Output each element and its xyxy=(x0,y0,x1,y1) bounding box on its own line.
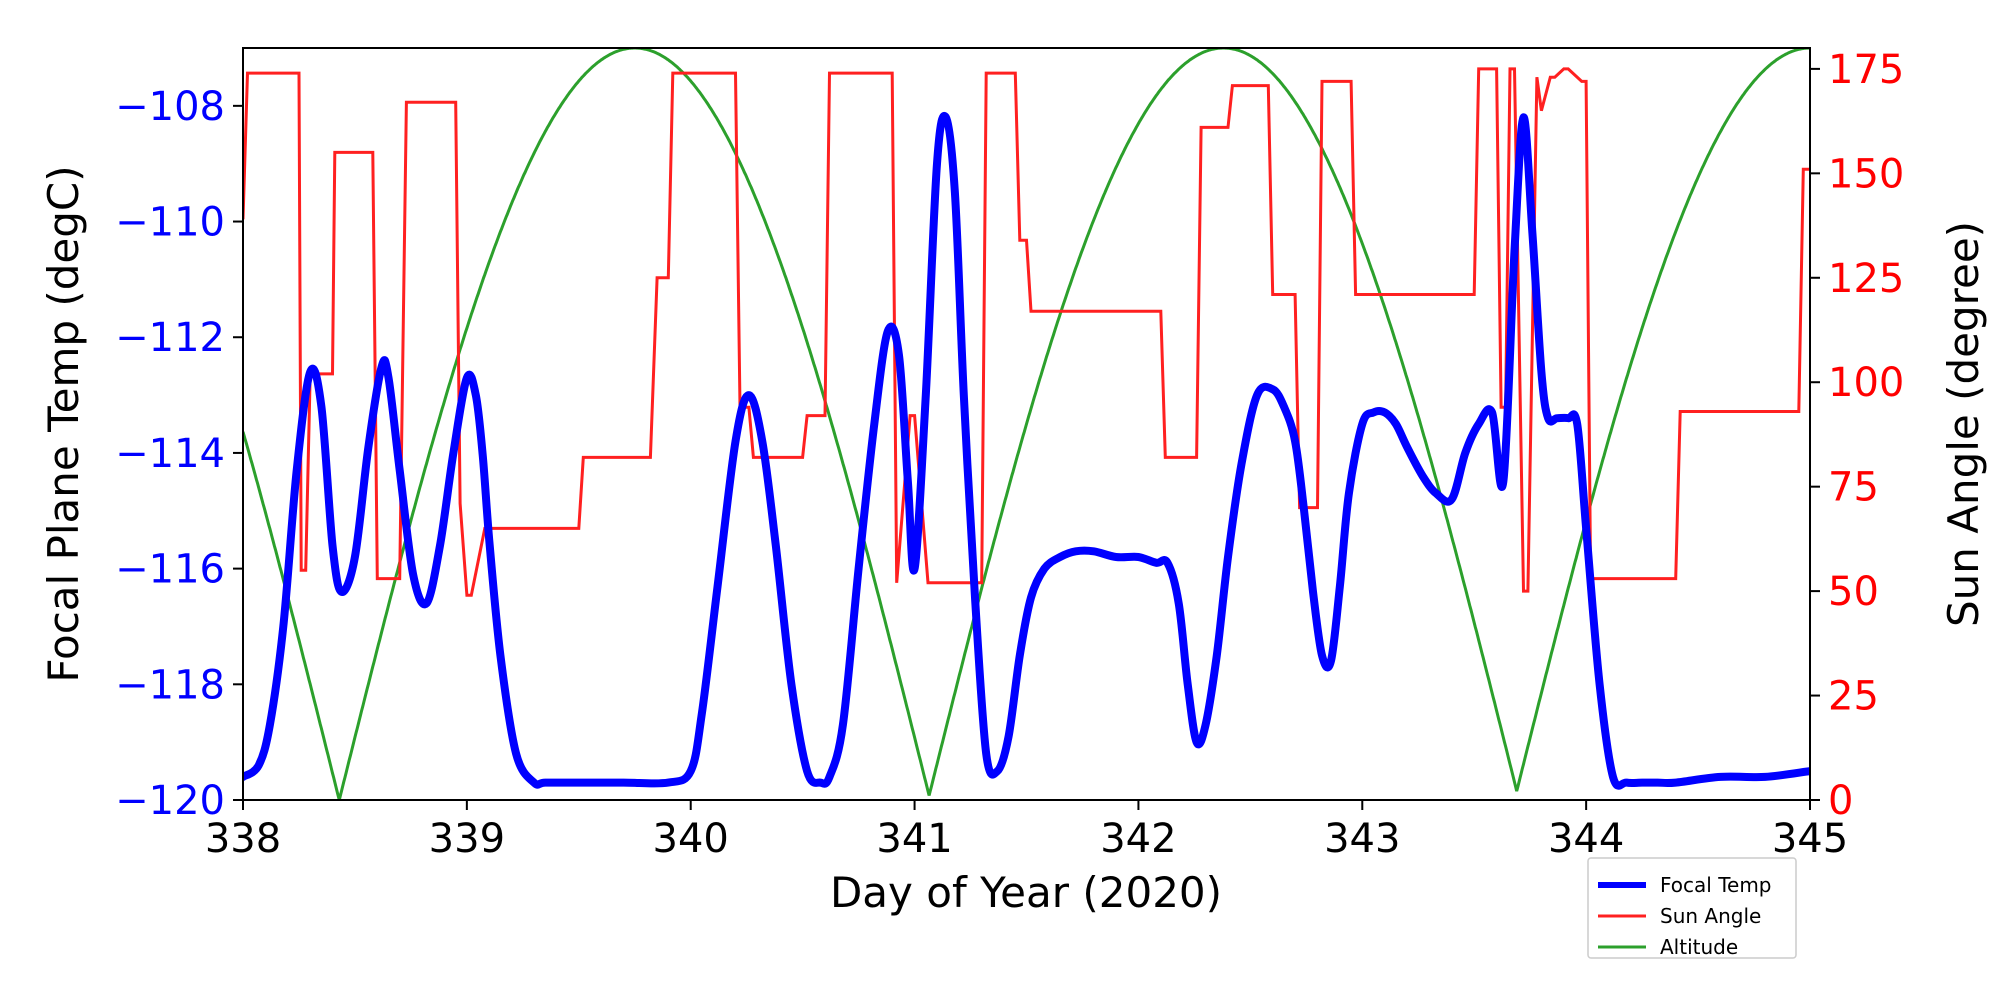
series-sun-angle-line xyxy=(243,67,1810,597)
legend: Focal Temp Sun Angle Altitude xyxy=(1587,857,1797,959)
y-left-tick-label: −112 xyxy=(115,315,225,361)
y-axis-left-title: Focal Plane Temp (degC) xyxy=(39,165,88,682)
y-right-tick-label: 125 xyxy=(1828,256,1904,302)
legend-sun-angle-label: Sun Angle xyxy=(1660,904,1761,928)
x-tick-label: 341 xyxy=(876,816,952,862)
y-left-tick-label: −114 xyxy=(115,431,225,477)
x-axis: 338 339 340 341 342 343 344 345 xyxy=(205,800,1848,862)
x-tick-label: 338 xyxy=(205,816,281,862)
x-tick-label: 343 xyxy=(1324,816,1400,862)
y-right-tick-label: 25 xyxy=(1828,674,1879,720)
plot-frame xyxy=(242,47,1811,801)
x-tick-label: 344 xyxy=(1548,816,1624,862)
y-right-tick-label: 0 xyxy=(1828,778,1853,824)
y-left-tick-label: −108 xyxy=(115,84,225,130)
y-left-tick-label: −120 xyxy=(115,778,225,824)
y-axis-left: −120 −118 −116 −114 −112 −110 −108 xyxy=(115,84,243,824)
series-layer xyxy=(243,48,1810,800)
y-axis-right: 0 25 50 75 100 125 150 175 xyxy=(1810,47,1904,824)
y-right-tick-label: 150 xyxy=(1828,151,1904,197)
y-left-tick-label: −116 xyxy=(115,547,225,593)
legend-altitude-label: Altitude xyxy=(1660,935,1738,959)
legend-focal-temp-label: Focal Temp xyxy=(1660,873,1772,897)
y-right-tick-label: 75 xyxy=(1828,465,1879,511)
x-tick-label: 345 xyxy=(1772,816,1848,862)
series-focal-temp-line xyxy=(243,112,1810,790)
x-tick-label: 340 xyxy=(653,816,729,862)
x-axis-title: Day of Year (2020) xyxy=(830,868,1222,917)
y-axis-right-title: Sun Angle (degree) xyxy=(1939,221,1988,627)
y-left-tick-label: −110 xyxy=(115,200,225,246)
y-right-tick-label: 50 xyxy=(1828,569,1879,615)
series-altitude-line xyxy=(243,48,1810,800)
y-right-tick-label: 175 xyxy=(1828,47,1904,93)
y-left-tick-label: −118 xyxy=(115,662,225,708)
x-tick-label: 339 xyxy=(429,816,505,862)
y-right-tick-label: 100 xyxy=(1828,360,1904,406)
x-tick-label: 342 xyxy=(1100,816,1176,862)
